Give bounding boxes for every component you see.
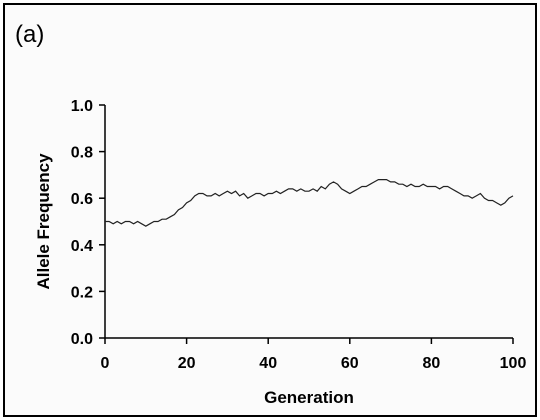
y-tick-label: 0.4 (71, 238, 93, 255)
y-axis-label: Allele Frequency (34, 153, 53, 290)
x-tick-label: 0 (101, 355, 110, 372)
y-tick-label: 1.0 (71, 98, 93, 115)
y-ticks: 0.0 0.2 0.4 0.6 0.8 1.0 (71, 98, 105, 348)
x-tick-label: 100 (500, 355, 527, 372)
x-tick-label: 20 (178, 355, 196, 372)
line-chart: 0 20 40 60 80 100 0.0 0.2 0.4 0.6 0.8 1.0 Generati… (34, 98, 527, 407)
x-tick-label: 40 (259, 355, 277, 372)
x-tick-label: 60 (341, 355, 359, 372)
y-tick-label: 0.2 (71, 284, 93, 301)
y-tick-label: 0.0 (71, 331, 93, 348)
figure-frame: (a) 0 20 40 60 80 100 0.0 0.2 0.4 0.6 0.8 1.0 Gene… (3, 3, 537, 417)
panel-label: (a) (15, 21, 45, 48)
series-line-allele-frequency (105, 179, 514, 227)
x-tick-label: 80 (423, 355, 441, 372)
x-ticks: 0 20 40 60 80 100 (101, 338, 527, 372)
y-tick-label: 0.8 (71, 145, 93, 162)
x-axis-label: Generation (264, 388, 354, 407)
y-tick-label: 0.6 (71, 191, 93, 208)
